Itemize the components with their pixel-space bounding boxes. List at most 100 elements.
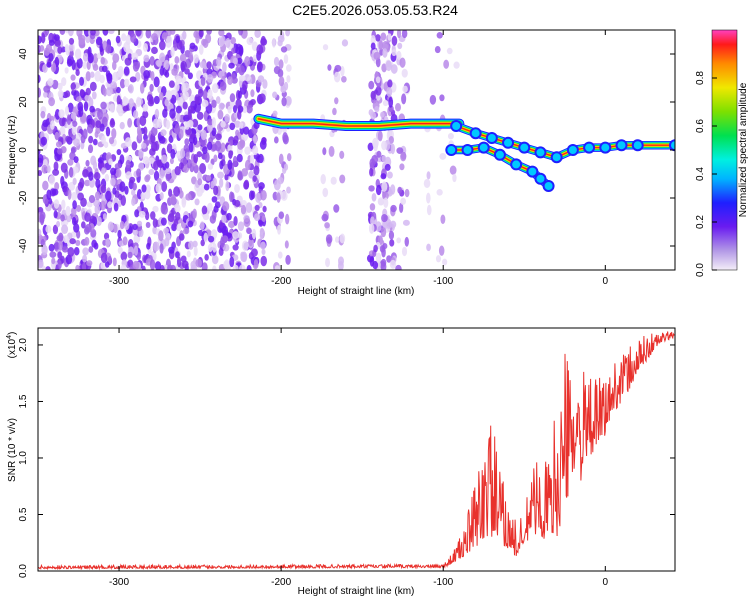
colorbar-tick-label: 0.8 (695, 71, 706, 85)
heatmap-cell (233, 135, 239, 144)
heatmap-cell (325, 257, 330, 268)
bottom-x-tick-label: 0 (603, 577, 609, 588)
heatmap-cell (42, 180, 49, 191)
heatmap-cell (201, 38, 207, 46)
heatmap-cell (108, 137, 115, 145)
top-x-axis-title: Height of straight line (km) (298, 286, 415, 297)
heatmap-cell (69, 238, 76, 245)
top-y-tick-label: 40 (18, 48, 29, 60)
heatmap-cell (39, 44, 45, 52)
heatmap-cell (231, 47, 236, 54)
heatmap-cell (224, 259, 230, 269)
heatmap-cell (164, 98, 170, 107)
top-y-axis-title: Frequency (Hz) (7, 116, 18, 185)
heatmap-cell (168, 135, 174, 144)
bottom-x-axis: -300 -200 -100 0 (109, 328, 609, 588)
heatmap-cell (120, 264, 127, 270)
heatmap-cell (382, 243, 388, 250)
heatmap-cell (80, 134, 86, 144)
heatmap-cell (124, 221, 130, 231)
heatmap-cell (174, 81, 180, 92)
heatmap-cell (50, 120, 55, 130)
heatmap-cell (192, 240, 198, 248)
heatmap-cell (86, 260, 93, 267)
heatmap-cell (219, 81, 227, 91)
heatmap-cell (85, 159, 90, 167)
heatmap-cell (324, 222, 330, 229)
heatmap-cell (373, 51, 381, 60)
heatmap-cell (149, 148, 156, 156)
heatmap-cell (245, 202, 253, 214)
heatmap-cell (386, 219, 392, 230)
heatmap-cell (333, 71, 341, 83)
heatmap-cell (232, 244, 239, 251)
heatmap-cell (260, 241, 266, 250)
heatmap-cell (54, 181, 60, 191)
heatmap-cell (182, 101, 188, 110)
heatmap-cell (243, 179, 250, 190)
heatmap-cell (161, 204, 169, 215)
heatmap-cell (227, 76, 233, 86)
heatmap-cell (176, 97, 184, 106)
heatmap-cell (145, 30, 152, 39)
heatmap-cell (97, 108, 103, 120)
heatmap-cell (70, 112, 77, 120)
heatmap-cell (187, 108, 192, 120)
heatmap-cell (380, 32, 387, 41)
heatmap-cell (123, 78, 130, 88)
heatmap-cell (377, 198, 384, 206)
heatmap-cell (286, 153, 292, 162)
heatmap-cell (260, 189, 267, 201)
heatmap-cell (246, 265, 252, 270)
heatmap-cell (69, 50, 74, 57)
heatmap-cell (143, 126, 148, 136)
heatmap-cell (200, 129, 207, 141)
heatmap-cell (207, 122, 213, 133)
heatmap-cell (89, 81, 97, 92)
heatmap-cell (48, 53, 54, 62)
heatmap-cell (199, 221, 205, 230)
heatmap-cell (184, 68, 190, 75)
heatmap-cell (243, 126, 250, 135)
heatmap-cell (84, 94, 92, 102)
heatmap-cell (153, 160, 159, 171)
heatmap-cell (38, 74, 41, 84)
heatmap-cell (68, 166, 74, 178)
heatmap-cell (192, 208, 197, 219)
heatmap-cell (119, 121, 125, 130)
bottom-y-tick-label: 0.0 (18, 564, 29, 578)
heatmap-cell (383, 197, 389, 209)
heatmap-cell (234, 183, 240, 193)
heatmap-cell (220, 35, 226, 45)
heatmap-cell (235, 129, 240, 137)
heatmap-cell (53, 34, 60, 41)
heatmap-cell (153, 76, 160, 88)
heatmap-cell (142, 156, 150, 165)
heatmap-cell (146, 94, 153, 102)
heatmap-cell (197, 171, 202, 181)
heatmap-cell (254, 30, 261, 38)
heatmap-cell (95, 191, 101, 201)
colorbar-tick-label: 0.6 (695, 119, 706, 133)
heatmap-cell (207, 163, 214, 170)
heatmap-cell (163, 227, 169, 235)
heatmap-cell (140, 192, 146, 200)
heatmap-cell (121, 33, 127, 42)
heatmap-cell (59, 30, 66, 36)
heatmap-cell (104, 173, 110, 182)
heatmap-cell (161, 154, 168, 164)
heatmap-cell (95, 36, 103, 46)
heatmap-cell (135, 30, 142, 37)
heatmap-cell (52, 168, 60, 176)
heatmap-cell (165, 35, 173, 44)
bottom-y-axis-title: SNR (10 * v/v) (7, 418, 18, 482)
heatmap-cell (161, 32, 168, 40)
heatmap-cell (261, 215, 266, 222)
heatmap-cell (211, 99, 217, 108)
heatmap-cell (401, 93, 407, 105)
heatmap-cell (103, 141, 109, 148)
heatmap-cell (220, 120, 226, 128)
snr-line-series (38, 331, 675, 571)
heatmap-track-point (534, 146, 547, 159)
heatmap-cell (138, 162, 145, 171)
